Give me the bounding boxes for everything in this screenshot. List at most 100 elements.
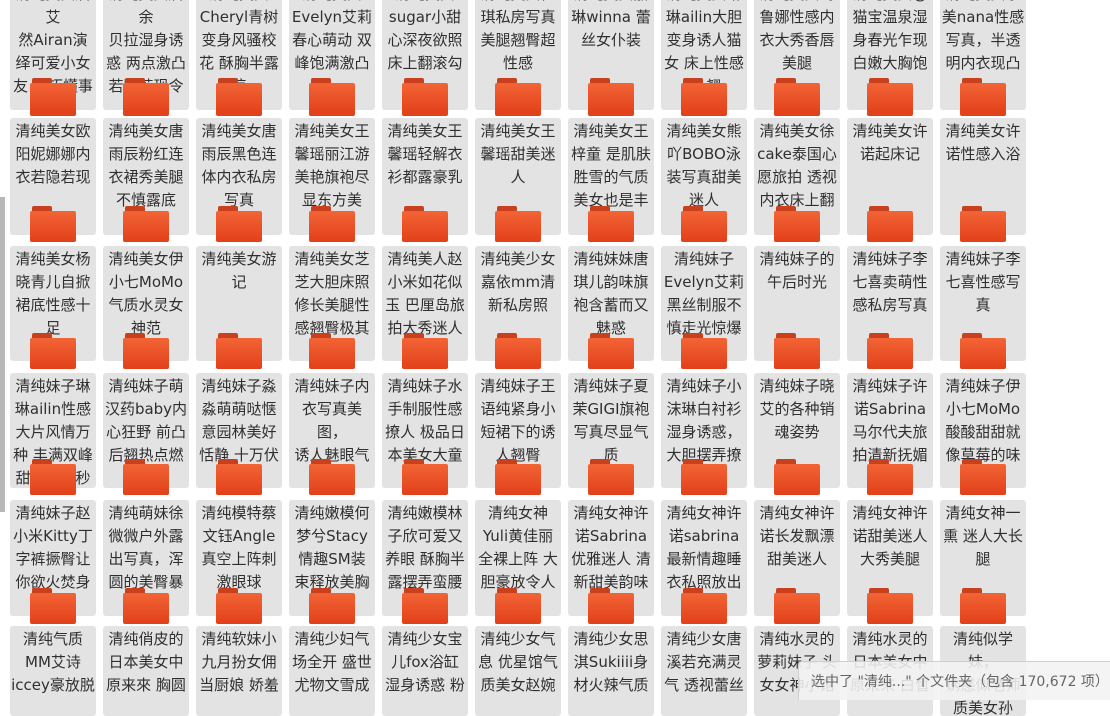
folder-tile[interactable]: 清纯妹子萌 汉药baby内 心狂野 前凸 后翘热点燃欲 [103,333,189,488]
folder-icon [309,78,355,114]
folder-tile[interactable]: 清纯妹子赵 小米Kitty丁 字裤撅臀让 你欲火焚身 [10,459,96,616]
folder-icon [867,459,913,495]
folder-icon [774,206,820,242]
folder-tile[interactable]: 清纯俏皮的 日本美女中 原来來 胸圆 [103,588,189,716]
folder-label: 清纯妹子赵 小米Kitty丁 字裤撅臀让 你欲火焚身 [13,504,93,591]
folder-label: 清纯美女熊 吖BOBO泳 装写真甜美 迷人 [666,122,742,209]
folder-label: 清纯美女奈 美nana性感 写真，半透 明内衣现凸 [941,0,1025,72]
folder-icon [774,588,820,624]
folder-tile[interactable]: 清纯女神一 熏 迷人大长 腿 [940,459,1026,616]
folder-icon [960,206,1006,242]
folder-icon [960,78,1006,114]
folder-icon [960,459,1006,495]
folder-tile[interactable]: 清纯嫩模何 梦兮Stacy 情趣SM装 束释放美胸 翘 性 [289,459,375,616]
folder-icon [495,459,541,495]
folder-label: 清纯美女许 诺性感入浴 [945,122,1021,163]
folder-label: 清纯少妇气 场全开 盛世 尤物文雪成 [292,630,372,694]
folder-icon [774,78,820,114]
folder-label: 清纯美女芝 芝大胆床照 修长美腿性 感翘臀极其 [294,250,370,337]
folder-tile[interactable]: 清纯美女徐 cake泰国心 愿旅拍 透视 内衣床上翻 滚 利 [754,78,840,235]
folder-label: 清纯美女许 诺起床记 [852,122,928,163]
folder-icon [960,333,1006,369]
folder-tile[interactable]: 清纯女神许 诺长发飘漂 甜美迷人 [754,459,840,616]
folder-label: 清纯美少女 嘉依mm清 新私房照 [480,250,556,314]
folder-icon [309,333,355,369]
left-scroll-edge [0,197,5,512]
folder-label: 清纯女神一 熏 迷人大长 腿 [943,504,1023,568]
folder-tile[interactable]: 清纯妹子夏 茉GIGI旗袍 写真尽显气 质 [568,333,654,488]
folder-label: 清纯妹子水 手制服性感 撩人 极品日 本美女大童 [385,377,465,464]
folder-tile[interactable]: 清纯美女欧 阳妮娜娜内 衣若隐若现 [10,78,96,235]
folder-tile[interactable]: 清纯美女唐 雨辰黑色连 体内衣私房 写真 [196,78,282,235]
folder-label: 清纯美女 Evelyn艾莉 春心萌动 双 峰饱满激凸 [291,0,373,72]
folder-icon [588,78,634,114]
folder-tile[interactable]: 清纯妹子淼 淼萌萌哒惬 意园林美好 恬静 十万伏 特 迷 [196,333,282,488]
folder-label: 清纯少女思 淇Sukiiii身 材火辣气质 [573,630,649,694]
folder-tile[interactable]: 清纯少女唐 溪若充满灵 气 透视蕾丝 [661,588,747,716]
folder-icon [123,588,169,624]
folder-tile[interactable]: 清纯气质 MM艾诗 iccey豪放脱 [10,588,96,716]
folder-tile[interactable]: 清纯妹子内 衣写真美图， 诱人魅眼气 质迷人 [289,333,375,488]
folder-label: 清纯美女 sugar小甜 心深夜欲照 床上翻滚勾 [387,0,463,72]
folder-icon [495,206,541,242]
folder-icon [402,333,448,369]
folder-tile[interactable]: 清纯软妹小 九月扮女佣 当厨娘 娇羞 [196,588,282,716]
folder-label: 清纯美女徐 cake泰国心 愿旅拍 透视 内衣床上翻 滚 利 [757,122,837,232]
folder-label: 清纯美女王 馨瑶丽江游 美艳旗袍尽 显东方美 [294,122,370,209]
folder-tile[interactable]: 清纯妹子伊 小七MoMo 酸酸甜甜就 像草莓的味 [940,333,1026,488]
folder-icon [681,78,727,114]
folder-icon [588,459,634,495]
folder-tile[interactable]: 清纯女神许 诺甜美迷人 大秀美腿 [847,459,933,616]
folder-label: 清纯模特蔡 文钰Angle 真空上阵刺 激眼球 [201,504,277,591]
folder-tile[interactable]: 清纯嫩模林 子欣可爱又 养眼 酥胸半 露摆弄蛮腰 [382,459,468,616]
folder-icon [681,459,727,495]
folder-label: 清纯萌妹徐 微微户外露 出写真，浑 圆的美臀暴 [108,504,184,591]
folder-tile[interactable]: 清纯少妇气 场全开 盛世 尤物文雪成 [289,588,375,716]
folder-icon [402,588,448,624]
folder-icon [867,588,913,624]
folder-tile[interactable]: 清纯少女宝 儿fox浴缸 湿身诱惑 粉 [382,588,468,716]
folder-tile[interactable]: 清纯美女唐 雨辰粉红连 衣裙秀美腿 不慎露底 [103,78,189,235]
folder-label: 清纯妹子许 诺Sabrina 马尔代夫旅 拍清新抚媚 [852,377,928,464]
folder-icon [402,206,448,242]
folder-label: 清纯少女气 息 优星馆气 质美女赵婉 [478,630,558,694]
folder-label: 清纯妹子晓 艾的各种销 魂姿势 [759,377,835,441]
folder-icon [681,588,727,624]
folder-tile[interactable]: 清纯美女王 馨瑶轻解衣 衫都露豪乳 [382,78,468,235]
folder-label: 清纯妹妹唐 琪儿韵味旗 袍含蓄而又 魅惑 [573,250,649,337]
folder-icon [402,459,448,495]
folder-icon [309,588,355,624]
folder-icon [123,459,169,495]
folder-label: 清纯女神许 诺甜美迷人 大秀美腿 [852,504,928,568]
folder-tile[interactable]: 清纯美女熊 吖BOBO泳 装写真甜美 迷人 [661,78,747,235]
folder-label: 清纯妹子小 沫琳白衬衫 湿身诱惑， 大胆摆弄撩 [666,377,742,464]
status-text: 选中了 "清纯..." 个文件夹（包含 170,672 项） [811,674,1109,690]
folder-label: 清纯妹子 Evelyn艾莉 黑丝制服不 慎走光惊爆 [663,250,745,337]
folder-label: 清纯美女唐 雨辰粉红连 衣裙秀美腿 不慎露底 [108,122,184,209]
folder-label: 清纯俏皮的 日本美女中 原来來 胸圆 [106,630,186,694]
folder-icon [30,206,76,242]
folder-label: 清纯美女伊 小七MoMo 气质水灵女 神范 [108,250,184,337]
folder-tile[interactable]: 清纯美女王 馨瑶丽江游 美艳旗袍尽 显东方美 [289,78,375,235]
folder-tile[interactable]: 清纯少女气 息 优星馆气 质美女赵婉 [475,588,561,716]
folder-tile[interactable]: 清纯萌妹徐 微微户外露 出写真，浑 圆的美臀暴 [103,459,189,616]
folder-label: 清纯美女唐 雨辰黑色连 体内衣私房 写真 [201,122,277,209]
folder-tile[interactable]: 清纯美女芝 芝大胆床照 修长美腿性 感翘臀极其 [289,206,375,361]
folder-icon [867,78,913,114]
folder-tile[interactable]: 清纯妹子 Evelyn艾莉 黑丝制服不 慎走光惊爆 [661,206,747,361]
status-bar: 选中了 "清纯..." 个文件夹（包含 170,672 项） [798,661,1110,700]
folder-label: 清纯美女嘉 琳winna 蕾 丝女仆装 [571,0,651,49]
folder-icon [216,459,262,495]
folder-label: 清纯少女宝 儿fox浴缸 湿身诱惑 粉 [385,630,465,694]
folder-tile[interactable]: 清纯少女思 淇Sukiiii身 材火辣气质 [568,588,654,716]
folder-icon [588,588,634,624]
folder-icon [30,459,76,495]
folder-label: 清纯妹子淼 淼萌萌哒惬 意园林美好 恬静 十万伏 特 迷 [199,377,279,487]
folder-label: 清纯少女唐 溪若充满灵 气 透视蕾丝 [664,630,744,694]
folder-icon [123,206,169,242]
folder-tile[interactable]: 清纯女神许 诺Sabrina 优雅迷人 清 新甜美韵味 [568,459,654,616]
folder-icon [588,333,634,369]
folder-label: 清纯软妹小 九月扮女佣 当厨娘 娇羞 [199,630,279,694]
folder-tile[interactable]: 清纯模特蔡 文钰Angle 真空上阵刺 激眼球 [196,459,282,616]
folder-icon [681,206,727,242]
